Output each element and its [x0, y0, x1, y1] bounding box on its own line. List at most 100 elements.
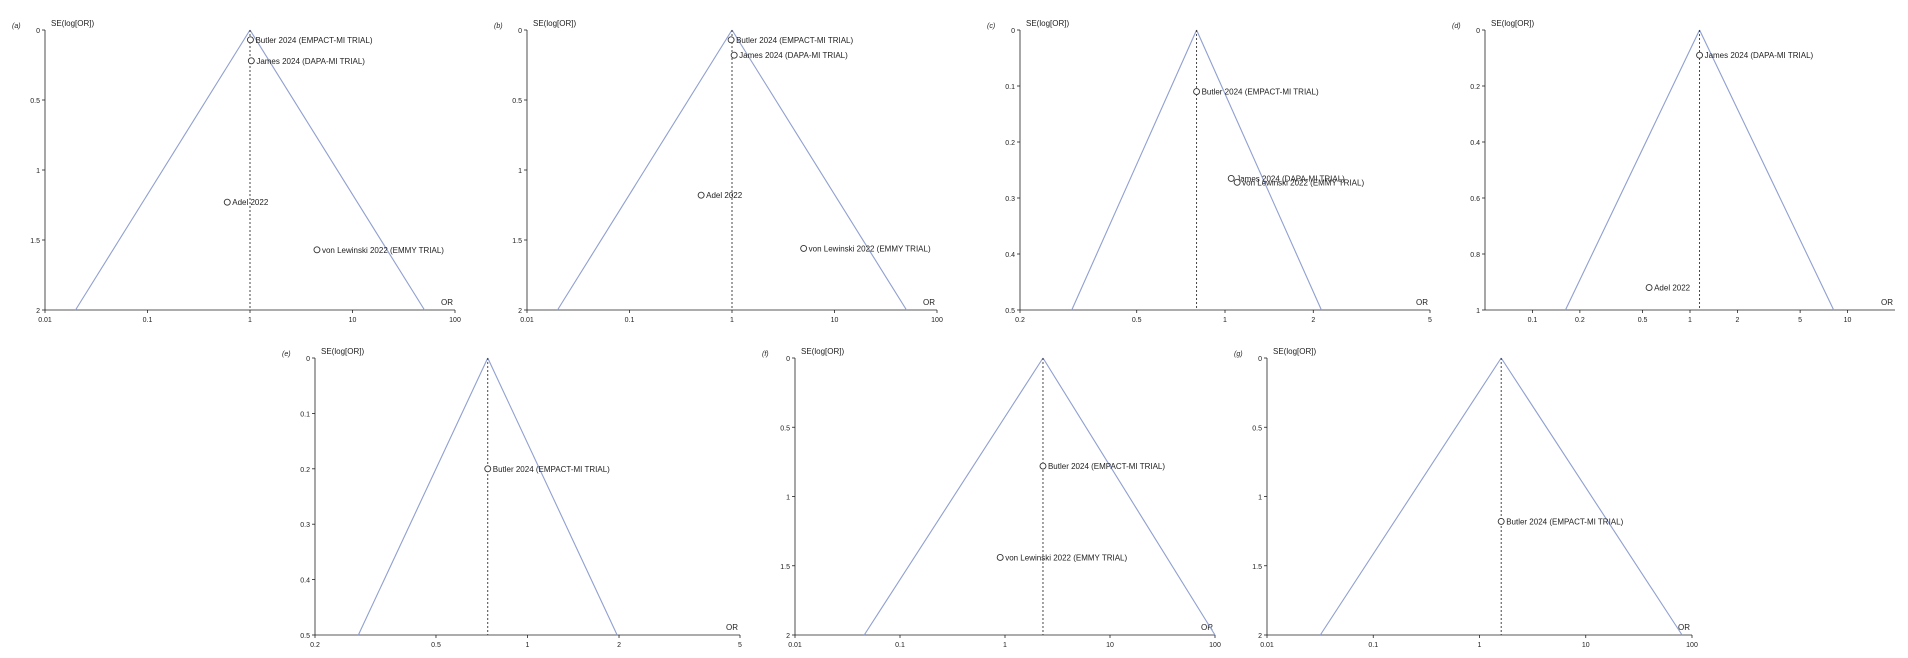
- x-tick-label: 1: [1003, 642, 1007, 649]
- funnel-panel: (f) SE(log[OR]) 0 0.5 1 1.5 2 0.01 0.1 1 10 100 OR Bu…: [760, 345, 1225, 650]
- x-axis-title: OR: [1201, 623, 1213, 632]
- study-label: von Lewinski 2022 (EMMY TRIAL): [809, 244, 931, 253]
- x-axis-title: OR: [1416, 298, 1428, 307]
- study-label: Adel 2022: [232, 198, 269, 207]
- study-label: James 2024 (DAPA-MI TRIAL): [1236, 174, 1345, 183]
- x-tick-label: 0.2: [310, 642, 320, 649]
- x-axis-title: OR: [923, 298, 935, 307]
- y-tick-label: 0.5: [300, 633, 310, 640]
- study-point: [313, 246, 321, 254]
- study-point: [1645, 284, 1653, 292]
- x-tick-label: 10: [349, 317, 357, 324]
- y-tick-label: 0: [518, 28, 522, 35]
- study-label: Adel 2022: [1654, 284, 1691, 293]
- y-tick-label: 0: [1011, 28, 1015, 35]
- y-tick-label: 0: [36, 28, 40, 35]
- x-tick-label: 0.1: [1368, 642, 1378, 649]
- funnel-left-limit: [357, 357, 489, 636]
- study-point: [1227, 174, 1235, 182]
- y-tick-label: 1.5: [512, 238, 522, 245]
- funnel-panel: (d) SE(log[OR]) 0 0.2 0.4 0.6 0.8 1 0.1 0.2 0.5 1 2 5…: [1450, 8, 1905, 324]
- study-label: Butler 2024 (EMPACT-MI TRIAL): [736, 36, 853, 45]
- funnel-panel: (c) SE(log[OR]) 0 0.1 0.2 0.3 0.4 0.5 0.2 0.5 1 2 5 O…: [985, 8, 1440, 324]
- funnel-left-limit: [863, 357, 1044, 636]
- funnel-left-limit: [1071, 29, 1198, 311]
- y-tick-label: 0.5: [1005, 308, 1015, 315]
- funnel-plot-svg: (c) SE(log[OR])00.10.20.30.40.50.2 0.5 1 2 5O…: [987, 19, 1432, 324]
- x-tick-label: 0.01: [788, 642, 802, 649]
- y-tick-label: 1: [786, 495, 790, 502]
- x-tick-label: 0.01: [520, 317, 534, 324]
- x-tick-label: 100: [931, 317, 943, 324]
- y-tick-label: 0.3: [1005, 196, 1015, 203]
- x-tick-label: 0.5: [1132, 317, 1142, 324]
- y-axis-title: SE(log[OR]): [1491, 19, 1534, 28]
- x-axis-title: OR: [726, 623, 738, 632]
- x-axis-title: OR: [1678, 623, 1690, 632]
- study-label: Butler 2024 (EMPACT-MI TRIAL): [493, 465, 610, 474]
- x-tick-label: 0.1: [1528, 317, 1538, 324]
- y-tick-label: 1.5: [780, 564, 790, 571]
- funnel-right-limit: [1500, 357, 1683, 636]
- funnel-plot-svg: (e) SE(log[OR])00.10.20.30.40.50.2 0.5 1 2 5O…: [282, 347, 742, 649]
- funnel-plot-svg: (g) SE(log[OR]) 0 0.5 1 1.5 2 0.01 0.1 1 10 100 OR Bu…: [1234, 347, 1698, 649]
- x-tick-label: 100: [1686, 642, 1698, 649]
- study-point: [1039, 462, 1047, 470]
- x-tick-label: 0.1: [625, 317, 635, 324]
- study-label: von Lewinski 2022 (EMMY TRIAL): [1005, 553, 1127, 562]
- x-tick-label: 1: [1688, 317, 1692, 324]
- funnel-right-limit: [249, 29, 425, 311]
- study-point: [247, 57, 255, 65]
- x-tick-label: 10: [1844, 317, 1852, 324]
- y-tick-label: 0: [306, 356, 310, 363]
- y-tick-label: 0.1: [1005, 84, 1015, 91]
- study-point: [484, 465, 492, 473]
- study-point: [1233, 178, 1241, 186]
- funnel-plot-svg: (f) SE(log[OR]) 0 0.5 1 1.5 2 0.01 0.1 1 10 100 OR Bu…: [762, 347, 1221, 649]
- x-tick-label: 5: [1428, 317, 1432, 324]
- study-point: [996, 553, 1004, 561]
- y-tick-label: 0.3: [300, 522, 310, 529]
- funnel-plot-svg: (a) SE(log[OR]) 0 0.5 1 1.5 2 0.01 0.1 1 10 100 OR Bu…: [12, 19, 461, 324]
- x-tick-label: 2: [1735, 317, 1739, 324]
- study-point: [1497, 517, 1505, 525]
- x-tick-label: 1: [248, 317, 252, 324]
- study-label: Adel 2022: [706, 191, 743, 200]
- x-tick-label: 0.01: [38, 317, 52, 324]
- funnel-panel: (b) SE(log[OR]) 0 0.5 1 1.5 2 0.01 0.1 1 10 100 OR Bu…: [492, 8, 943, 324]
- x-tick-label: 10: [831, 317, 839, 324]
- y-tick-label: 1: [1476, 308, 1480, 315]
- study-label: von Lewinski 2022 (EMMY TRIAL): [322, 246, 444, 255]
- x-tick-label: 0.5: [1638, 317, 1648, 324]
- y-tick-label: 0.2: [300, 467, 310, 474]
- x-axis-title: OR: [1881, 298, 1893, 307]
- funnel-right-limit: [1042, 357, 1216, 636]
- funnel-left-limit: [557, 29, 733, 311]
- y-tick-label: 0.5: [780, 425, 790, 432]
- y-tick-label: 0.2: [1470, 84, 1480, 91]
- y-axis-title: SE(log[OR]): [533, 19, 576, 28]
- y-tick-label: 2: [786, 633, 790, 640]
- study-point: [800, 244, 808, 252]
- panel-letter: (e): [282, 351, 291, 358]
- y-axis-title: SE(log[OR]): [1026, 19, 1069, 28]
- funnel-left-limit: [1319, 357, 1502, 636]
- x-tick-label: 1: [730, 317, 734, 324]
- study-label: Butler 2024 (EMPACT-MI TRIAL): [1048, 462, 1165, 471]
- y-tick-label: 0.1: [300, 411, 310, 418]
- panel-letter: (c): [987, 23, 995, 30]
- y-tick-label: 0.2: [1005, 140, 1015, 147]
- panel-letter: (a): [12, 23, 21, 30]
- y-tick-label: 1: [518, 168, 522, 175]
- funnel-plot-svg: (d) SE(log[OR]) 0 0.2 0.4 0.6 0.8 1 0.1 0.2 0.5 1 2 5…: [1452, 19, 1895, 324]
- x-tick-label: 10: [1106, 642, 1114, 649]
- x-tick-label: 100: [449, 317, 461, 324]
- x-tick-label: 100: [1209, 642, 1221, 649]
- funnel-left-limit: [75, 29, 251, 311]
- panel-letter: (d): [1452, 23, 1461, 30]
- y-tick-label: 0.4: [1005, 252, 1015, 259]
- x-tick-label: 2: [1311, 317, 1315, 324]
- x-tick-label: 10: [1582, 642, 1590, 649]
- study-label: Butler 2024 (EMPACT-MI TRIAL): [255, 36, 372, 45]
